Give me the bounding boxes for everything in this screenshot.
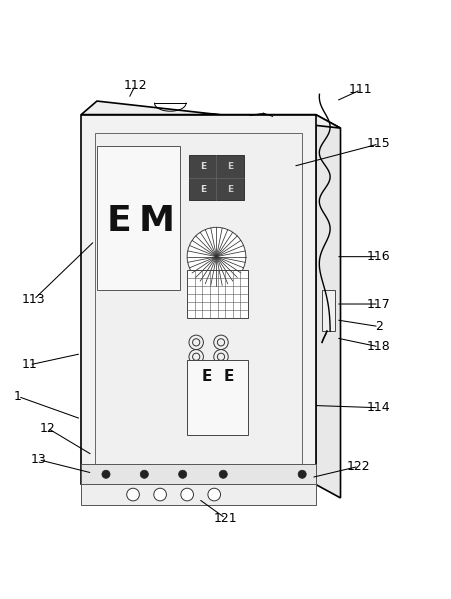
Text: 115: 115 bbox=[367, 137, 391, 150]
Text: 122: 122 bbox=[347, 460, 370, 473]
Text: 2: 2 bbox=[375, 320, 383, 333]
Text: 118: 118 bbox=[367, 340, 391, 353]
Circle shape bbox=[102, 470, 110, 479]
Circle shape bbox=[140, 470, 148, 479]
Circle shape bbox=[127, 488, 139, 501]
Text: E: E bbox=[200, 162, 206, 171]
Circle shape bbox=[187, 228, 246, 286]
Circle shape bbox=[298, 470, 306, 479]
Bar bbox=[189, 155, 244, 200]
Circle shape bbox=[208, 488, 221, 501]
Bar bbox=[322, 291, 335, 331]
Text: E: E bbox=[227, 162, 233, 171]
Text: E: E bbox=[202, 369, 212, 384]
Text: 1: 1 bbox=[14, 390, 22, 403]
Text: 117: 117 bbox=[367, 298, 391, 310]
Text: 112: 112 bbox=[124, 79, 147, 92]
Text: 116: 116 bbox=[367, 250, 391, 263]
Text: 13: 13 bbox=[31, 453, 46, 466]
Bar bbox=[81, 485, 316, 505]
Text: E: E bbox=[200, 184, 206, 193]
Bar bbox=[97, 146, 180, 291]
Circle shape bbox=[179, 470, 187, 479]
Text: 114: 114 bbox=[367, 401, 391, 415]
Polygon shape bbox=[316, 114, 341, 498]
Text: 12: 12 bbox=[40, 422, 55, 434]
Bar bbox=[187, 270, 248, 317]
Bar bbox=[81, 114, 316, 485]
Text: 11: 11 bbox=[22, 358, 37, 371]
Text: E: E bbox=[223, 369, 234, 384]
Text: 111: 111 bbox=[349, 83, 373, 96]
Text: E: E bbox=[227, 184, 233, 193]
Bar bbox=[95, 132, 302, 471]
Polygon shape bbox=[81, 101, 341, 128]
Text: E: E bbox=[107, 204, 132, 238]
Bar bbox=[187, 361, 248, 435]
Bar bbox=[81, 464, 316, 485]
Text: 121: 121 bbox=[214, 512, 237, 525]
Circle shape bbox=[154, 488, 166, 501]
Text: M: M bbox=[139, 204, 175, 238]
Text: 113: 113 bbox=[22, 293, 46, 306]
Circle shape bbox=[219, 470, 227, 479]
Circle shape bbox=[181, 488, 193, 501]
